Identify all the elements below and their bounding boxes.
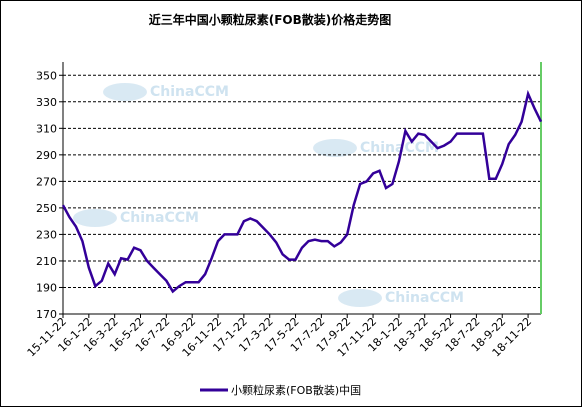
watermark: ChinaCCM (150, 84, 229, 100)
y-tick-label: 190 (36, 281, 57, 294)
y-tick-label: 170 (36, 308, 57, 321)
watermark-logo (338, 289, 382, 307)
y-tick-label: 290 (36, 149, 57, 162)
watermark: ChinaCCM (385, 290, 464, 306)
watermark: ChinaCCM (360, 140, 439, 156)
y-tick-label: 310 (36, 122, 57, 135)
watermark: ChinaCCM (120, 210, 199, 226)
watermark-logo (313, 139, 357, 157)
watermark-logo (73, 209, 117, 227)
y-tick-label: 270 (36, 175, 57, 188)
y-tick-label: 250 (36, 202, 57, 215)
chart-title: 近三年中国小颗粒尿素(FOB散装)价格走势图 (149, 12, 392, 27)
legend-label: 小颗粒尿素(FOB散装)中国 (231, 383, 361, 397)
watermark-logo (103, 83, 147, 101)
y-tick-label: 350 (36, 69, 57, 82)
y-tick-label: 230 (36, 228, 57, 241)
y-tick-label: 330 (36, 96, 57, 109)
data-line (61, 89, 543, 294)
y-tick-label: 210 (36, 255, 57, 268)
